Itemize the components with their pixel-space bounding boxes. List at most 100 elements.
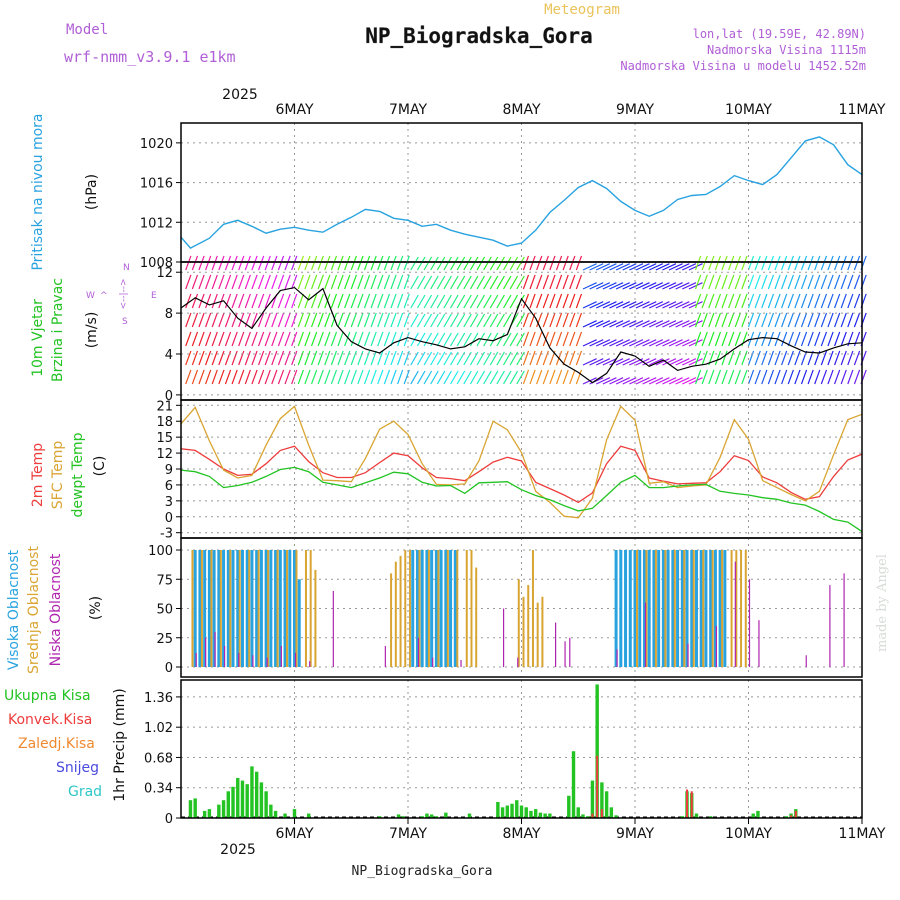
wind-arrow	[536, 331, 543, 347]
cloud-low-bar	[758, 620, 760, 667]
wind-arrow	[688, 339, 703, 347]
wind-arrow	[840, 331, 847, 347]
wind-arrow	[463, 332, 472, 347]
cloud-ytick-label: 100	[148, 544, 173, 559]
cloud-mid-bar	[654, 550, 657, 667]
wind-arrow	[609, 358, 624, 366]
wind-arrow	[609, 301, 624, 309]
wind-arrow	[205, 369, 212, 385]
wind-arrow	[648, 358, 664, 366]
wind-arrow	[794, 312, 801, 328]
cloud-high-bar	[198, 550, 202, 667]
wind-arrow	[238, 331, 245, 347]
wind-arrow	[834, 350, 841, 366]
wind-arrow	[383, 369, 391, 385]
wind-arrow	[694, 331, 702, 347]
wind-arrow	[708, 274, 715, 290]
day-label-top: 10MAY	[725, 102, 772, 118]
cloud-high-bar	[671, 550, 675, 667]
cloud-high-bar	[293, 550, 296, 667]
cloud-low-bar	[564, 641, 566, 667]
wind-arrow	[853, 350, 861, 366]
wind-arrow	[582, 301, 597, 309]
wind-arrow	[549, 369, 556, 385]
cloud-mid-bar	[740, 550, 743, 667]
cloud-high-bar	[690, 550, 694, 667]
wind-arrow	[787, 274, 794, 290]
wind-arrow	[423, 275, 433, 290]
wind-arrow	[423, 332, 433, 347]
wind-arrow	[774, 255, 781, 271]
wind-arrow	[734, 369, 741, 385]
wind-arrow	[840, 350, 847, 366]
cloud-high-bar	[709, 550, 713, 667]
wind-arrow	[562, 350, 569, 366]
wind-arrow	[834, 274, 841, 290]
cloud-high-bar	[647, 550, 651, 667]
cloud-low-bar	[195, 652, 197, 667]
wind-arrow	[516, 370, 525, 385]
wind-arrow	[655, 282, 670, 290]
wind-arrow	[251, 369, 258, 385]
cloud-low-bar	[432, 657, 434, 667]
wind-arrow	[609, 282, 624, 290]
precip-total-bar	[590, 780, 595, 818]
cloud-mid-bar	[470, 550, 473, 667]
wind-arrow	[800, 312, 808, 328]
wind-arrow	[721, 350, 728, 366]
wind-arrow	[443, 351, 452, 366]
wind-arrow	[847, 274, 854, 290]
wind-arrow	[662, 301, 677, 309]
wind-arrow	[310, 293, 318, 309]
wind-arrow	[271, 350, 278, 366]
precip-conv-bar	[790, 815, 793, 818]
wind-arrow	[476, 313, 486, 328]
wind-arrow	[456, 370, 466, 385]
wind-arrow	[522, 312, 530, 328]
wind-arrow	[728, 274, 735, 290]
wind-arrow	[377, 274, 384, 290]
wind-arrow	[814, 331, 821, 347]
wind-arrow	[662, 358, 677, 366]
wind-arrow	[609, 263, 624, 271]
wind-arrow	[469, 256, 479, 271]
precip-total-bar	[434, 816, 439, 818]
wind-arrow	[377, 350, 384, 366]
cloud-mid-bar	[456, 550, 459, 667]
wind-arrow	[463, 313, 472, 328]
precip-panel: 0 0.34 0.68 1.02 1.36	[144, 679, 863, 827]
cloud-mid-bar	[219, 550, 222, 667]
wind-arrow	[555, 312, 563, 328]
wind-arrow	[741, 274, 748, 290]
wind-arrow	[198, 255, 205, 271]
wind-arrow	[655, 377, 670, 385]
wind-arrow	[297, 350, 304, 366]
cloud-label-3: Niska Oblacnost	[48, 553, 64, 666]
cloud-high-bar	[449, 550, 453, 667]
wind-arrow	[622, 263, 637, 271]
wind-arrow	[450, 313, 459, 328]
wind-arrow	[397, 312, 404, 328]
wind-arrow	[469, 313, 479, 328]
cloud-mid-bar	[664, 550, 667, 667]
wind-arrow	[536, 274, 543, 290]
cloud-high-bar	[430, 550, 434, 667]
wind-arrow	[734, 255, 741, 271]
cloud-high-bar	[236, 550, 240, 667]
wind-arrow	[728, 293, 735, 309]
precip-total-bar	[581, 814, 585, 818]
wind-arrow	[847, 293, 854, 309]
wind-arrow	[648, 377, 664, 385]
cloud-high-bar	[699, 550, 703, 667]
wind-arrow	[503, 294, 512, 309]
compass-s: S	[122, 317, 128, 327]
wind-arrow	[224, 255, 232, 271]
wind-arrow	[231, 312, 238, 328]
wind-arrow	[337, 293, 344, 309]
wind-arrow	[403, 350, 410, 366]
wind-arrow	[774, 350, 781, 366]
wind-arrow	[853, 274, 861, 290]
precip-total-bar	[226, 791, 230, 818]
day-label-bottom: 9MAY	[616, 826, 654, 842]
